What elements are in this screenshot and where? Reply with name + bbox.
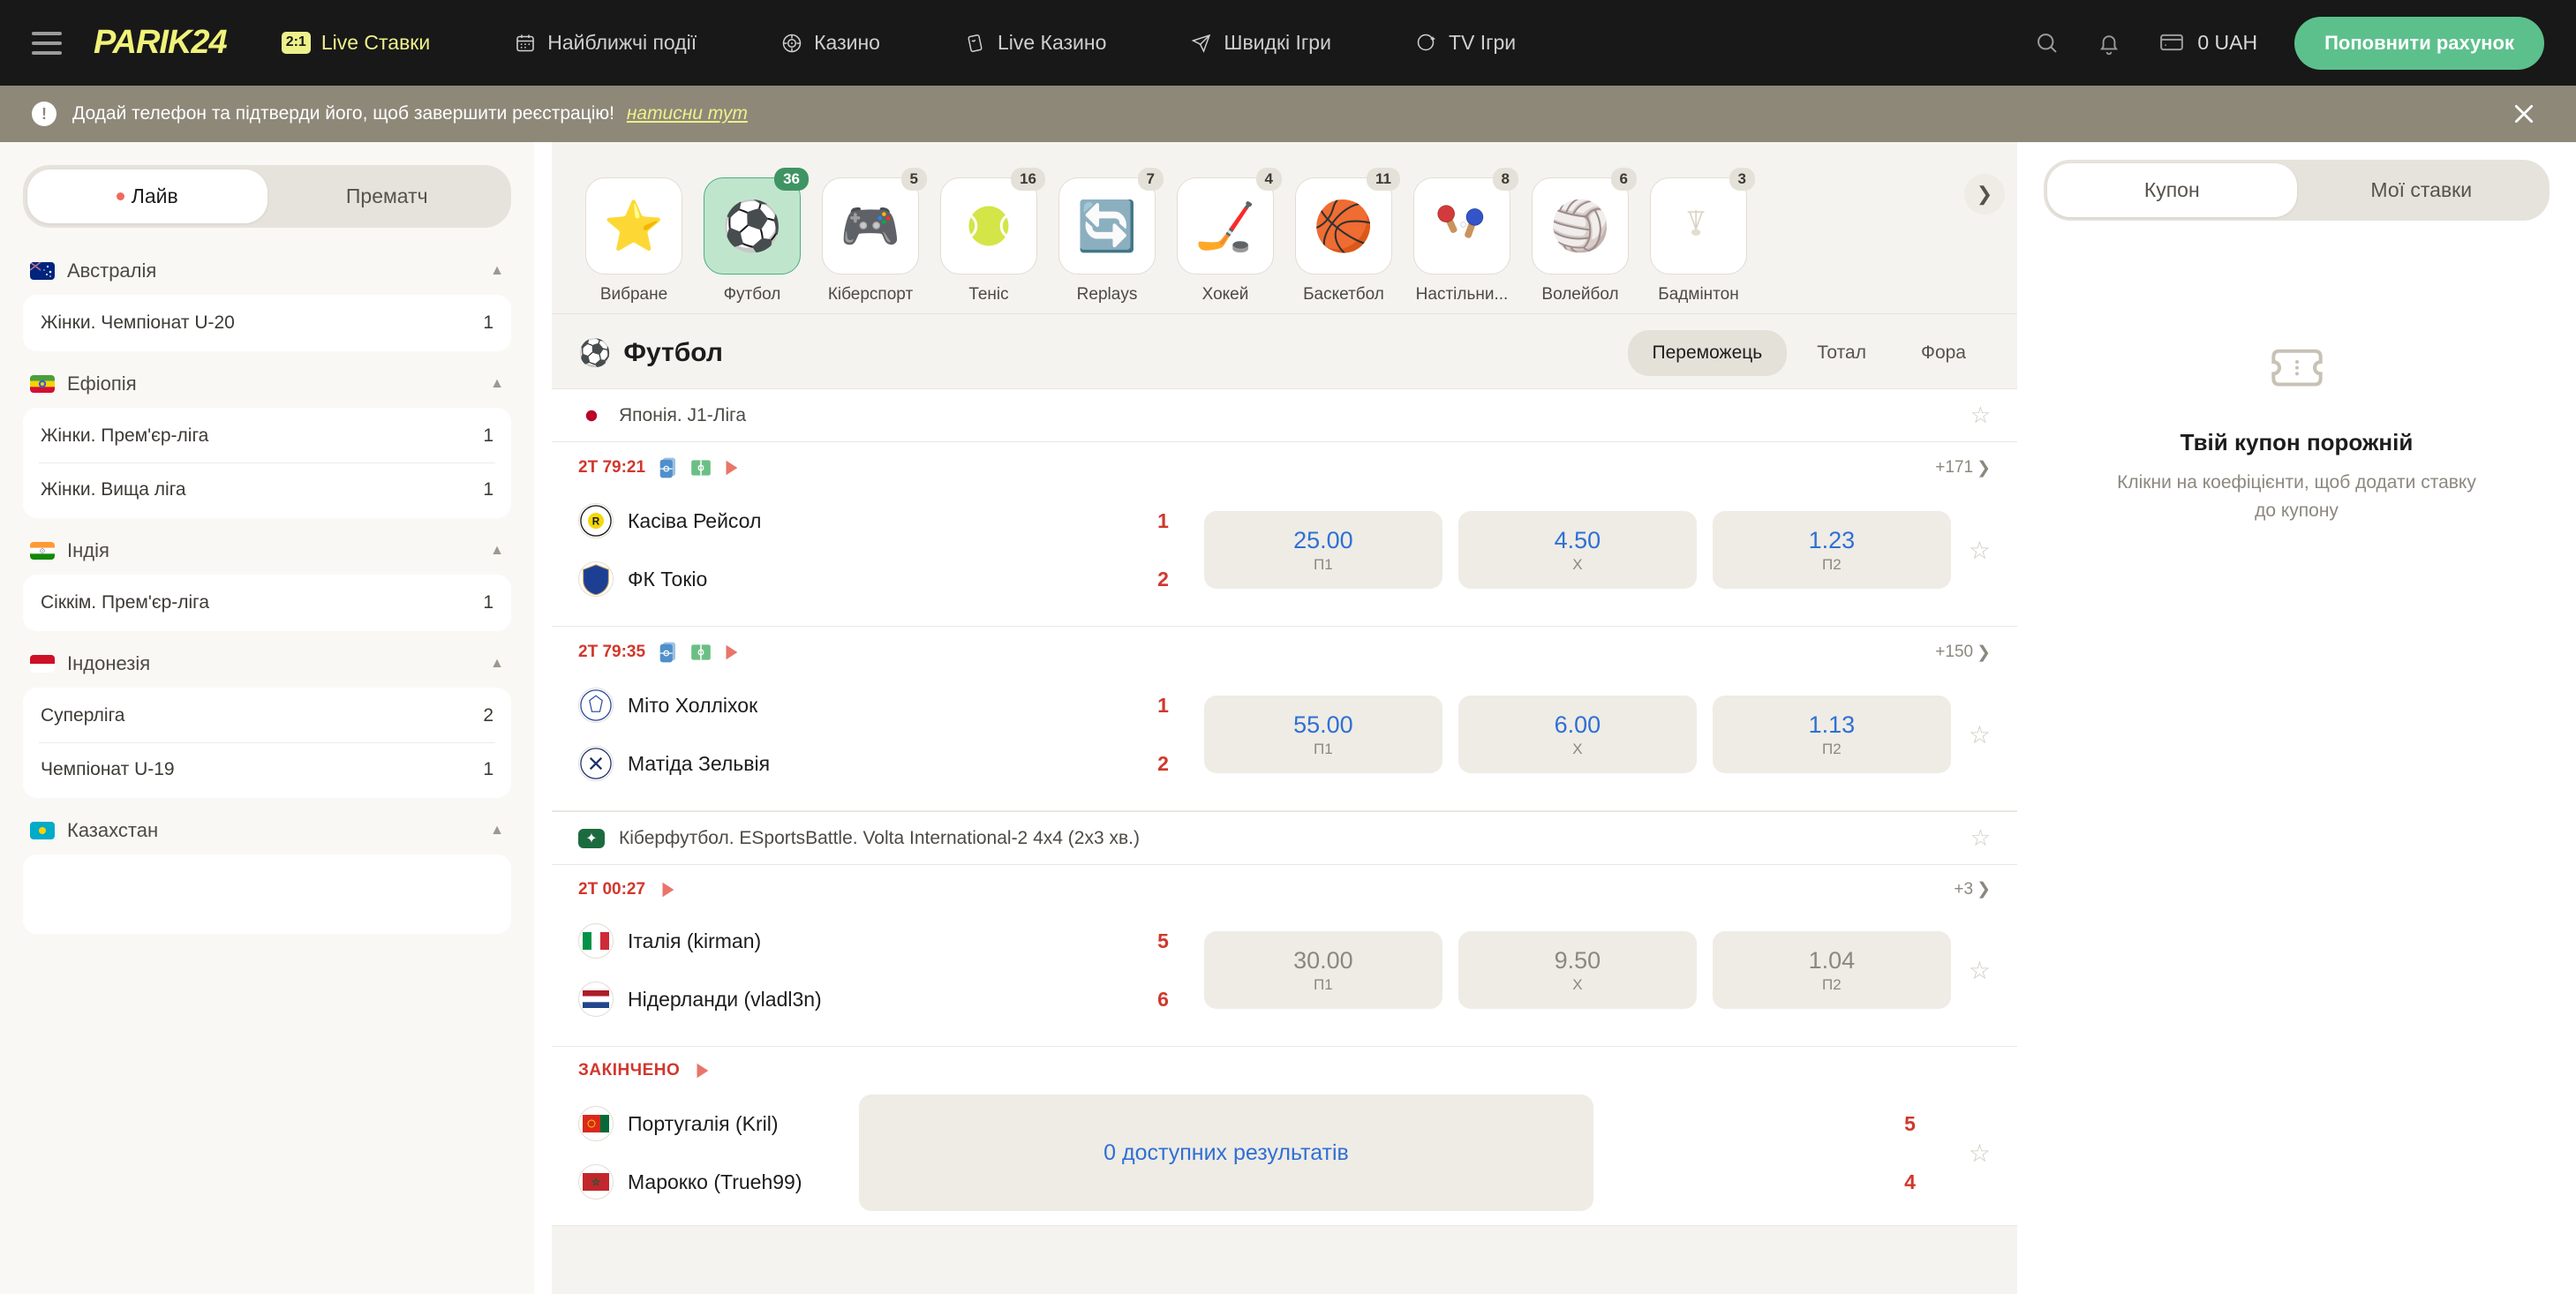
svg-text:R: R xyxy=(592,516,600,528)
